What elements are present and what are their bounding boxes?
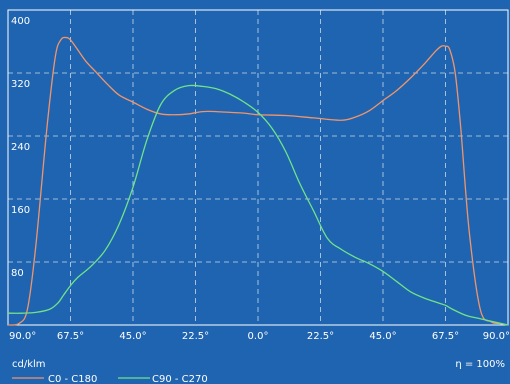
x-tick-label: 45.0° (369, 331, 396, 342)
x-tick-label: 22.5° (182, 331, 209, 342)
x-tick-label: 67.5° (432, 331, 459, 342)
plot-border (7, 9, 509, 326)
x-tick-label: 0.0° (248, 331, 269, 342)
unit-label: cd/klm (12, 359, 46, 370)
series-line-1 (7, 36, 509, 326)
y-tick-label: 320 (11, 79, 30, 90)
legend: C0 - C180 C90 - C270 (12, 374, 208, 384)
x-tick-label: 22.5° (307, 331, 334, 342)
efficiency-label: η = 100% (455, 359, 505, 370)
legend-label: C0 - C180 (48, 374, 97, 384)
y-tick-label: 160 (11, 205, 30, 216)
plot-frame (7, 9, 509, 326)
grid-lines (8, 10, 508, 325)
x-tick-labels: 90.0° 67.5° 45.0° 22.5° 0.0° 22.5° 45.0° 67.5° 9… (9, 331, 510, 342)
y-tick-labels: 400 320 240 160 80 (11, 16, 30, 279)
y-tick-label: 80 (11, 268, 24, 279)
x-tick-label: 90.0° (9, 331, 36, 342)
x-tick-label: 45.0° (119, 331, 146, 342)
x-tick-label: 90.0° (483, 331, 510, 342)
y-tick-label: 400 (11, 16, 30, 27)
series-lines (7, 36, 509, 326)
y-tick-label: 240 (11, 142, 30, 153)
series-line-2 (7, 84, 509, 326)
legend-label: C90 - C270 (152, 374, 208, 384)
x-tick-label: 67.5° (57, 331, 84, 342)
